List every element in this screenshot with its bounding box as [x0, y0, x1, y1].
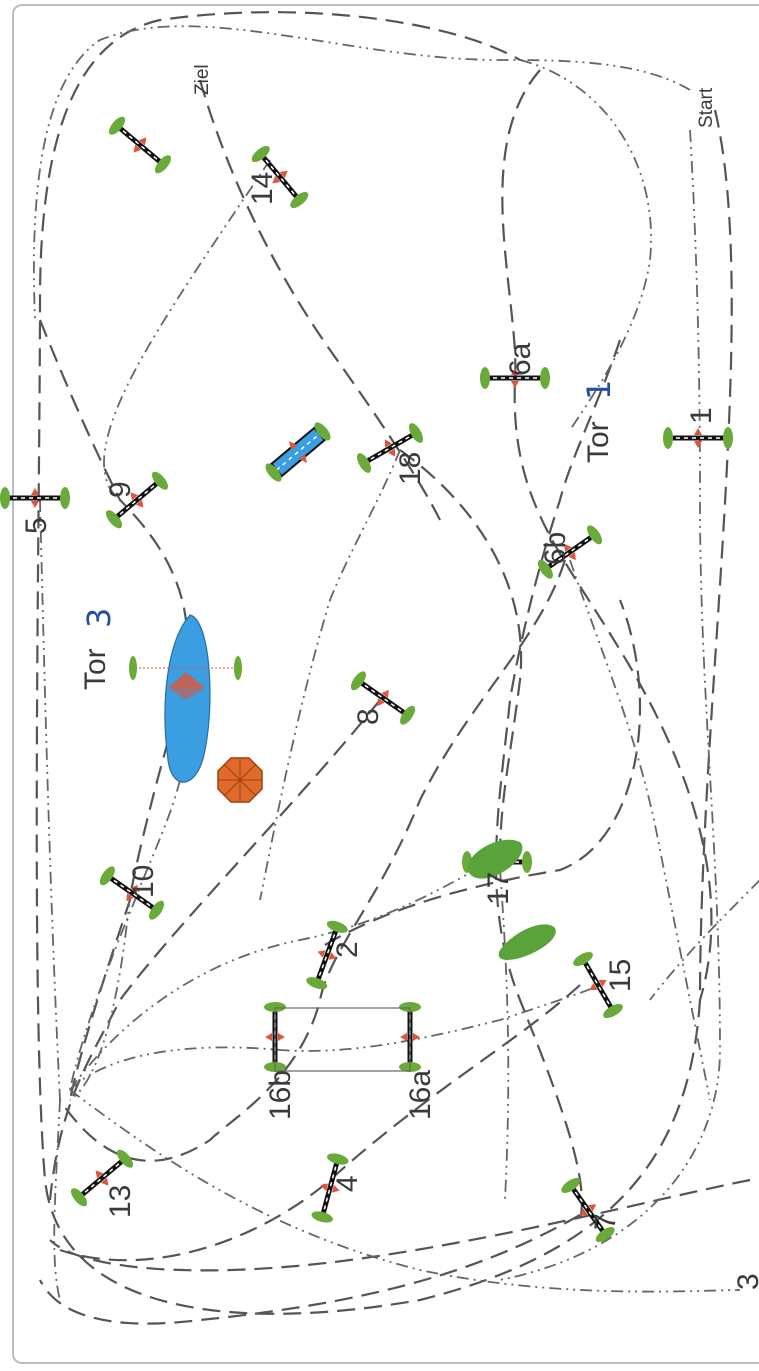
fence-unnumbered [106, 114, 174, 176]
umbrella-octagon [217, 757, 263, 803]
route-lines [33, 11, 759, 1325]
fence-5 [0, 487, 70, 509]
label-8: 8 [352, 708, 385, 725]
page-border [12, 4, 759, 1364]
tor1-word: Tor [582, 421, 615, 463]
label-9: 9 [104, 481, 137, 498]
text-labels: Start Ziel Tor 1 Tor 3 1 2 3 4 5 6a 6b 7… [20, 64, 759, 1290]
label-2: 2 [331, 941, 364, 958]
start-label: Start [696, 87, 717, 128]
tor3-number: 3 [80, 608, 118, 628]
label-16b: 16b [264, 1070, 297, 1120]
water-jump [129, 614, 242, 783]
label-10: 10 [127, 865, 160, 898]
tor3-word: Tor [79, 648, 112, 690]
label-6a: 6a [504, 342, 537, 376]
fence-7 [559, 1175, 617, 1245]
label-17: 17 [482, 872, 515, 905]
label-5: 5 [20, 517, 53, 534]
label-6b: 6b [539, 532, 572, 565]
ziel-label: Ziel [192, 64, 213, 95]
label-14: 14 [246, 172, 279, 205]
combination-box [274, 1007, 411, 1072]
label-4: 4 [331, 1175, 364, 1192]
label-16a: 16a [404, 1070, 437, 1120]
label-18: 18 [394, 452, 427, 485]
hedge-bushes [468, 839, 556, 960]
label-3: 3 [732, 1273, 759, 1290]
blue-obstacle [265, 422, 331, 482]
label-1: 1 [685, 407, 718, 424]
fence-9 [103, 469, 171, 531]
label-15: 15 [604, 959, 637, 992]
label-13: 13 [104, 1185, 137, 1218]
tor1-number: 1 [580, 380, 618, 400]
label-7: 7 [589, 1213, 622, 1230]
fence-1 [663, 427, 733, 449]
